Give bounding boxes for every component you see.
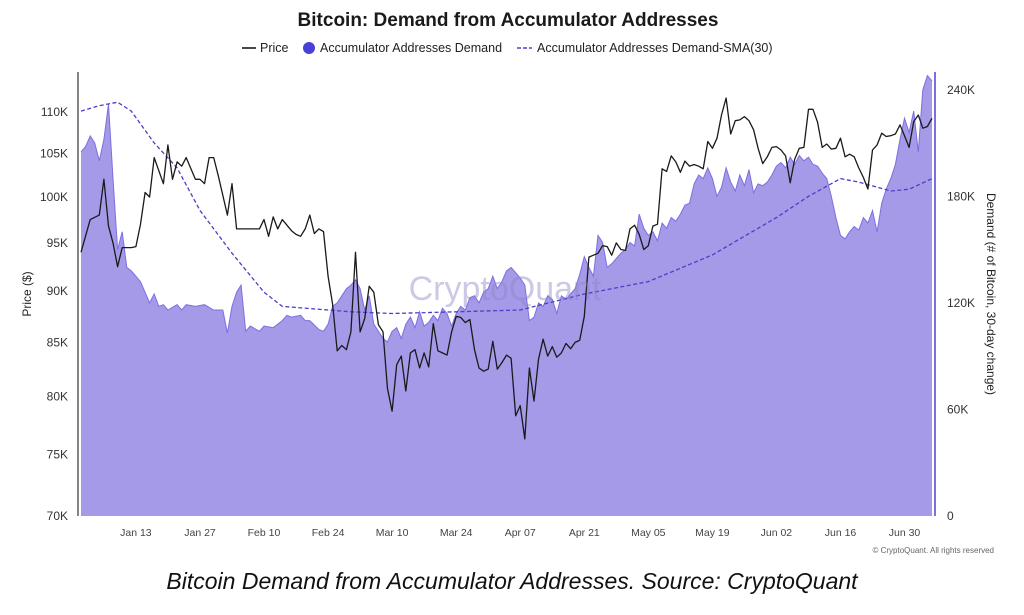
- x-tick-label: Jun 30: [889, 527, 921, 539]
- y-left-tick-label: 80K: [47, 390, 68, 404]
- y-left-tick-label: 105K: [40, 146, 68, 160]
- y-right-tick-label: 60K: [947, 402, 968, 416]
- y-left-tick-label: 90K: [47, 284, 68, 298]
- y-left-tick-label: 85K: [47, 335, 68, 349]
- y-right-tick-label: 120K: [947, 296, 975, 310]
- x-tick-label: Jun 02: [761, 527, 793, 539]
- demand-area: [81, 75, 932, 516]
- legend-sma-label: Accumulator Addresses Demand-SMA(30): [537, 41, 773, 55]
- sma-line: [80, 101, 933, 315]
- watermark: CryptoQuant: [409, 270, 602, 308]
- y-left-tick-label: 110K: [41, 105, 68, 119]
- y-left-tick-label: 70K: [47, 509, 68, 523]
- x-tick-label: Mar 10: [376, 527, 409, 539]
- y-axis-right-label: Demand (# of Bitcoin, 30-day change): [984, 193, 998, 395]
- legend-demand-label: Accumulator Addresses Demand: [320, 41, 502, 55]
- price-line: [80, 97, 933, 440]
- figure-caption: Bitcoin Demand from Accumulator Addresse…: [166, 568, 858, 594]
- x-tick-label: Jan 27: [184, 527, 216, 539]
- axes-layer: 70K 75K 80K 85K 90K 95K 100K 105K 110K 0 60K 120K 18…: [40, 72, 975, 539]
- legend-price-label: Price: [260, 41, 289, 55]
- y-right-tick-label: 180K: [947, 189, 975, 203]
- y-left-tick-label: 100K: [40, 190, 68, 204]
- x-tick-label: Mar 24: [440, 527, 473, 539]
- y-left-tick-label: 75K: [47, 447, 68, 461]
- copyright-notice: © CryptoQuant. All rights reserved: [873, 546, 995, 555]
- chart-title: Bitcoin: Demand from Accumulator Address…: [298, 10, 719, 31]
- x-tick-label: Apr 07: [505, 527, 536, 539]
- x-tick-label: May 05: [631, 527, 666, 539]
- x-tick-label: Feb 24: [312, 527, 345, 539]
- plot-layer: [80, 74, 933, 516]
- y-right-tick-label: 0: [947, 509, 954, 523]
- y-axis-left-label: Price ($): [20, 271, 34, 316]
- demand-area-edge: [80, 74, 933, 343]
- legend-demand-swatch: [303, 42, 315, 54]
- x-tick-label: May 19: [695, 527, 730, 539]
- x-tick-label: Jan 13: [120, 527, 152, 539]
- legend: Price Accumulator Addresses Demand Accum…: [242, 41, 773, 55]
- y-left-tick-label: 95K: [47, 236, 68, 250]
- x-tick-label: Jun 16: [825, 527, 857, 539]
- y-right-tick-label: 240K: [947, 83, 975, 97]
- chart-svg: Bitcoin: Demand from Accumulator Address…: [20, 10, 998, 555]
- x-tick-label: Apr 21: [569, 527, 600, 539]
- x-tick-label: Feb 10: [248, 527, 281, 539]
